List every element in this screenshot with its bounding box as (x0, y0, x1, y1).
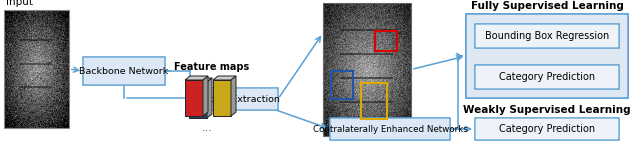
Polygon shape (207, 78, 212, 118)
Text: Feature maps: Feature maps (174, 62, 250, 72)
FancyBboxPatch shape (190, 88, 278, 110)
Text: Proposal Extraction: Proposal Extraction (188, 95, 280, 103)
FancyBboxPatch shape (475, 65, 619, 89)
Text: Weakly Supervised Learning: Weakly Supervised Learning (463, 105, 631, 115)
FancyBboxPatch shape (466, 14, 628, 98)
Text: Category Prediction: Category Prediction (499, 124, 595, 134)
Polygon shape (185, 76, 208, 80)
Bar (331, 71, 353, 99)
Text: Category Prediction: Category Prediction (499, 72, 595, 82)
Polygon shape (189, 78, 212, 82)
Bar (4, 10, 69, 128)
Bar (361, 83, 387, 119)
Text: Contralaterally Enhanced Networks: Contralaterally Enhanced Networks (312, 125, 467, 133)
FancyBboxPatch shape (330, 118, 450, 140)
Text: Backbone Network: Backbone Network (79, 66, 168, 76)
Polygon shape (231, 76, 236, 116)
Polygon shape (185, 80, 203, 116)
Polygon shape (213, 80, 231, 116)
Text: ...: ... (202, 123, 212, 133)
Bar (375, 31, 397, 51)
Bar (323, 3, 411, 136)
Polygon shape (189, 82, 207, 118)
Text: Fully Supervised Learning: Fully Supervised Learning (470, 1, 623, 11)
FancyBboxPatch shape (475, 24, 619, 48)
Polygon shape (213, 76, 236, 80)
FancyBboxPatch shape (475, 118, 619, 140)
Polygon shape (203, 76, 208, 116)
FancyBboxPatch shape (83, 57, 165, 85)
Text: Input: Input (6, 0, 33, 7)
Text: Bounding Box Regression: Bounding Box Regression (485, 31, 609, 41)
